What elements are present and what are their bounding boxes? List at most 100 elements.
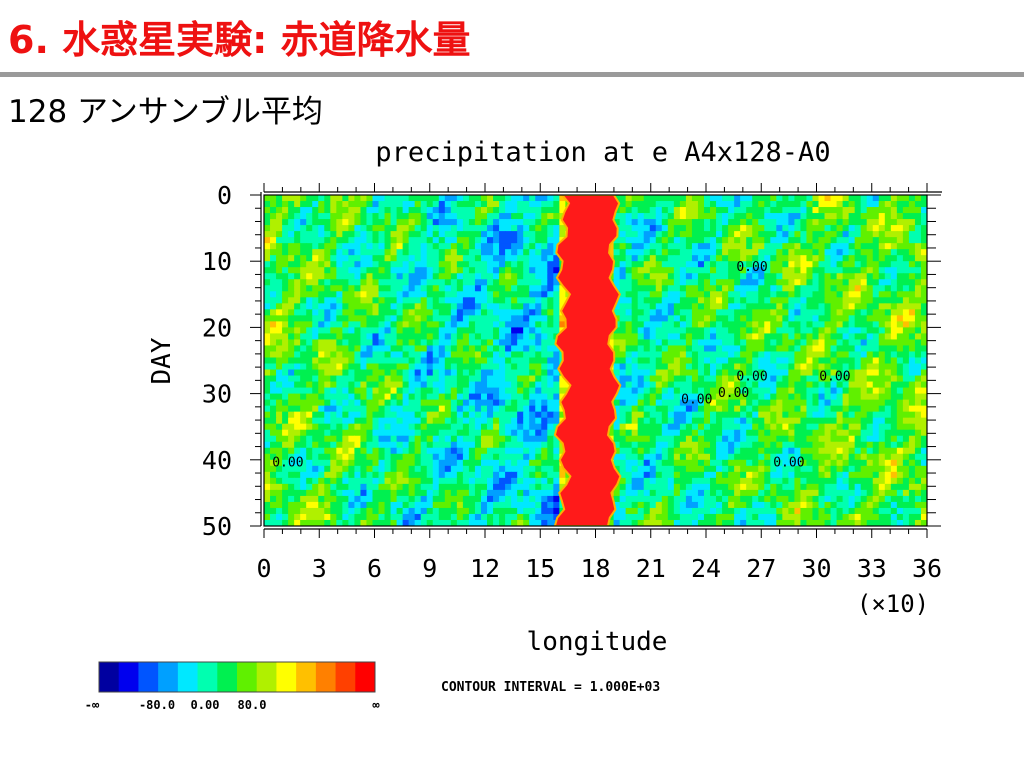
heatmap-cell: [468, 411, 476, 419]
heatmap-cell: [306, 339, 313, 347]
heatmap-cell: [908, 453, 916, 461]
heatmap-cell: [390, 423, 398, 431]
heatmap-cell: [902, 369, 910, 377]
heatmap-cell: [631, 315, 639, 322]
heatmap-cell: [270, 195, 277, 202]
heatmap-cell: [300, 399, 307, 407]
heatmap-cell: [270, 207, 277, 214]
heatmap-cell: [716, 441, 723, 449]
heatmap-cell: [697, 393, 705, 401]
heatmap-cell: [282, 363, 289, 371]
heatmap-cell: [408, 297, 416, 304]
heatmap-cell: [318, 231, 325, 238]
heatmap-cell: [523, 267, 530, 274]
heatmap-cell: [776, 207, 783, 214]
heatmap-cell: [493, 231, 500, 238]
heatmap-cell: [493, 195, 500, 202]
heatmap-cell: [734, 453, 741, 461]
heatmap-cell: [487, 441, 494, 449]
heatmap-cell: [866, 333, 874, 341]
heatmap-cell: [408, 411, 416, 419]
heatmap-cell: [776, 291, 783, 298]
heatmap-cell: [523, 429, 530, 437]
heatmap-cell: [408, 375, 416, 383]
heatmap-cell: [836, 333, 844, 341]
heatmap-cell: [637, 261, 645, 268]
heatmap-cell: [342, 249, 349, 256]
heatmap-cell: [294, 291, 301, 298]
heatmap-cell: [559, 315, 566, 322]
heatmap-cell: [655, 297, 663, 304]
heatmap-cell: [872, 357, 880, 365]
heatmap-cell: [547, 201, 554, 208]
heatmap-cell: [318, 447, 325, 455]
heatmap-cell: [372, 327, 380, 335]
heatmap-cell: [722, 237, 729, 244]
heatmap-cell: [324, 363, 331, 371]
heatmap-cell: [902, 339, 910, 347]
heatmap-cell: [722, 231, 729, 238]
heatmap-cell: [842, 339, 850, 347]
heatmap-cell: [499, 423, 506, 431]
heatmap-cell: [872, 291, 880, 298]
heatmap-cell: [438, 195, 446, 202]
heatmap-cell: [908, 369, 916, 377]
heatmap-cell: [860, 345, 868, 353]
heatmap-cell: [342, 375, 349, 383]
heatmap-cell: [884, 441, 892, 449]
heatmap-cell: [884, 309, 892, 316]
heatmap-cell: [480, 369, 488, 377]
heatmap-cell: [408, 345, 416, 353]
heatmap-cell: [523, 453, 530, 461]
heatmap-cell: [438, 279, 446, 286]
heatmap-cell: [800, 321, 808, 328]
heatmap-cell: [318, 363, 325, 371]
heatmap-cell: [764, 333, 771, 341]
heatmap-cell: [360, 339, 368, 347]
heatmap-cell: [264, 405, 271, 413]
heatmap-cell: [438, 321, 446, 328]
heatmap-cell: [348, 213, 356, 220]
heatmap-cell: [505, 195, 512, 202]
heatmap-cell: [474, 447, 482, 455]
heatmap-cell: [402, 243, 410, 250]
heatmap-cell: [848, 327, 856, 335]
heatmap-cell: [716, 357, 723, 365]
heatmap-cell: [468, 363, 476, 371]
heatmap-cell: [860, 207, 868, 214]
heatmap-cell: [860, 195, 868, 202]
heatmap-cell: [474, 363, 482, 371]
heatmap-cell: [336, 267, 343, 274]
heatmap-cell: [480, 321, 488, 328]
heatmap-cell: [330, 273, 337, 280]
heatmap-cell: [462, 261, 470, 268]
heatmap-cell: [679, 303, 687, 310]
heatmap-cell: [794, 201, 802, 208]
heatmap-cell: [710, 225, 717, 232]
heatmap-cell: [523, 363, 530, 371]
heatmap-cell: [884, 225, 892, 232]
heatmap-cell: [468, 429, 476, 437]
heatmap-cell: [450, 279, 458, 286]
heatmap-cell: [282, 339, 289, 347]
heatmap-cell: [812, 321, 820, 328]
heatmap-cell: [408, 285, 416, 292]
heatmap-cell: [697, 195, 705, 202]
heatmap-cell: [414, 267, 422, 274]
heatmap-cell: [716, 411, 723, 419]
heatmap-cell: [884, 195, 892, 202]
heatmap-cell: [836, 375, 844, 383]
heatmap-cell: [914, 231, 922, 238]
heatmap-cell: [673, 303, 681, 310]
heatmap-cell: [444, 195, 452, 202]
heatmap-cell: [872, 345, 880, 353]
heatmap-cell: [625, 435, 633, 443]
heatmap-cell: [740, 453, 747, 461]
heatmap-cell: [288, 207, 295, 214]
heatmap-cell: [547, 333, 554, 341]
heatmap-cell: [517, 255, 524, 262]
heatmap-cell: [366, 411, 374, 419]
heatmap-cell: [450, 195, 458, 202]
heatmap-cell: [462, 213, 470, 220]
heatmap-cell: [824, 231, 832, 238]
